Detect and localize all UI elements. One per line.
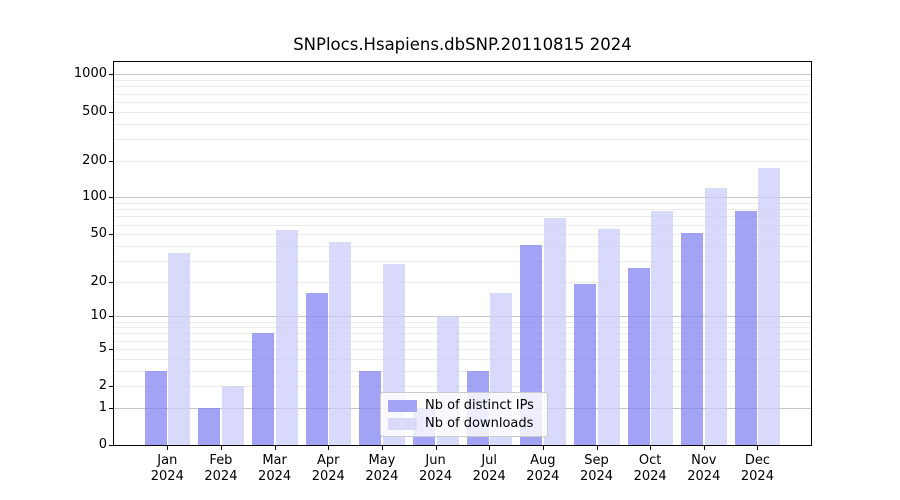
legend-swatch-distinct-ips [388,399,417,412]
x-tick-label: Nov 2024 [687,453,721,484]
gridline-minor [114,80,811,82]
gridline-major [114,74,811,76]
bar-downloads-apr [329,242,352,445]
y-tick-mark [109,74,113,76]
bar-downloads-mar [275,230,298,445]
y-tick-label: 1000 [73,66,107,82]
chart-title: SNPlocs.Hsapiens.dbSNP.20110815 2024 [293,35,632,54]
y-tick-mark [109,386,113,388]
y-tick-label: 50 [90,226,107,242]
legend-item-downloads: Nb of downloads [388,416,539,431]
y-tick-mark [109,316,113,318]
bar-downloads-sep [597,229,620,445]
bar-downloads-aug [543,217,566,445]
y-tick-label: 20 [90,273,107,289]
y-tick-mark [109,281,113,283]
y-tick-label: 10 [90,308,107,324]
legend-swatch-downloads [388,417,417,430]
bar-downloads-jan [168,252,191,445]
x-tick-mark [703,446,705,450]
x-tick-mark [489,446,491,450]
bar-ips-oct [627,268,650,445]
y-tick-mark [109,197,113,199]
x-tick-label: Dec 2024 [740,453,774,484]
bar-ips-may [359,370,382,445]
x-tick-label: Jul 2024 [472,453,506,484]
bar-ips-mar [252,333,275,445]
x-tick-mark [220,446,222,450]
y-tick-mark [109,160,113,162]
y-tick-label: 100 [82,189,107,205]
x-tick-mark [435,446,437,450]
y-tick-label: 200 [82,152,107,168]
y-tick-mark [109,111,113,113]
legend-item-distinct-ips: Nb of distinct IPs [388,398,539,413]
plot-area: SNPlocs.Hsapiens.dbSNP.20110815 2024 0 1 2… [74,35,812,484]
x-tick-mark [167,446,169,450]
y-tick-mark [109,234,113,236]
x-tick-mark [328,446,330,450]
x-tick-label: Feb 2024 [204,453,238,484]
y-tick-label: 5 [98,340,107,356]
bar-ips-nov [681,233,704,445]
y-tick-label: 0 [98,437,107,452]
gridline-minor [114,101,811,103]
y-tick-label: 500 [82,103,107,119]
x-tick-label: Mar 2024 [258,453,292,484]
x-tick-mark [542,446,544,450]
legend-label-distinct-ips: Nb of distinct IPs [425,398,534,413]
x-tick-label: Sep 2024 [579,453,614,484]
y-tick-mark [109,407,113,409]
y-tick-mark [109,348,113,350]
gridline-minor [114,160,811,162]
y-tick-mark [109,445,113,446]
x-tick-label: Jun 2024 [419,453,453,484]
x-tick-mark [596,446,598,450]
x-tick-label: May 2024 [365,453,399,484]
bar-ips-feb [198,407,221,445]
bar-downloads-nov [704,187,727,445]
x-tick-mark [757,446,759,450]
x-tick-mark [274,446,276,450]
gridline-minor [114,86,811,88]
gridline-minor [114,93,811,95]
x-tick-label: Apr 2024 [311,453,345,484]
bar-downloads-oct [651,210,674,445]
bar-ips-dec [734,211,757,445]
bar-downloads-dec [758,167,781,445]
gridline-minor [114,138,811,140]
gridline-minor [114,123,811,125]
x-tick-label: Oct 2024 [633,453,667,484]
bar-ips-sep [574,284,596,445]
x-tick-label: Jan 2024 [150,453,184,484]
bar-ips-jan [144,370,167,445]
x-tick-mark [650,446,652,450]
x-tick-mark [381,446,383,450]
y-tick-label: 1 [98,399,107,415]
gridline-minor [114,111,811,113]
legend: Nb of distinct IPs Nb of downloads [380,392,548,437]
y-tick-label: 2 [98,378,107,394]
bar-ips-apr [305,293,328,445]
x-tick-label: Aug 2024 [526,453,560,484]
bar-downloads-feb [221,386,244,445]
legend-label-downloads: Nb of downloads [425,416,534,431]
